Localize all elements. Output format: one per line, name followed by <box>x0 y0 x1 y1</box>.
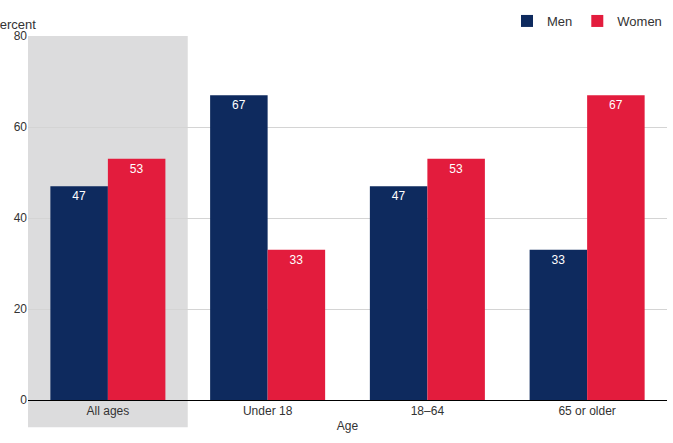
svg-text:60: 60 <box>14 120 28 134</box>
svg-text:Under 18: Under 18 <box>243 404 293 418</box>
svg-text:47: 47 <box>72 189 86 203</box>
svg-text:65 or older: 65 or older <box>558 404 615 418</box>
svg-text:67: 67 <box>609 98 623 112</box>
svg-text:33: 33 <box>290 253 304 267</box>
svg-text:53: 53 <box>449 162 463 176</box>
svg-text:Men: Men <box>547 14 572 29</box>
svg-text:Percent: Percent <box>0 17 36 32</box>
svg-text:33: 33 <box>552 253 566 267</box>
svg-text:40: 40 <box>14 211 28 225</box>
svg-text:Age: Age <box>337 419 359 433</box>
svg-text:53: 53 <box>130 162 144 176</box>
svg-text:80: 80 <box>14 29 28 43</box>
svg-text:20: 20 <box>14 302 28 316</box>
svg-text:67: 67 <box>232 98 246 112</box>
svg-text:0: 0 <box>20 393 27 407</box>
svg-text:47: 47 <box>392 189 406 203</box>
svg-text:18–64: 18–64 <box>411 404 445 418</box>
svg-text:All ages: All ages <box>87 404 130 418</box>
svg-text:Women: Women <box>617 14 662 29</box>
